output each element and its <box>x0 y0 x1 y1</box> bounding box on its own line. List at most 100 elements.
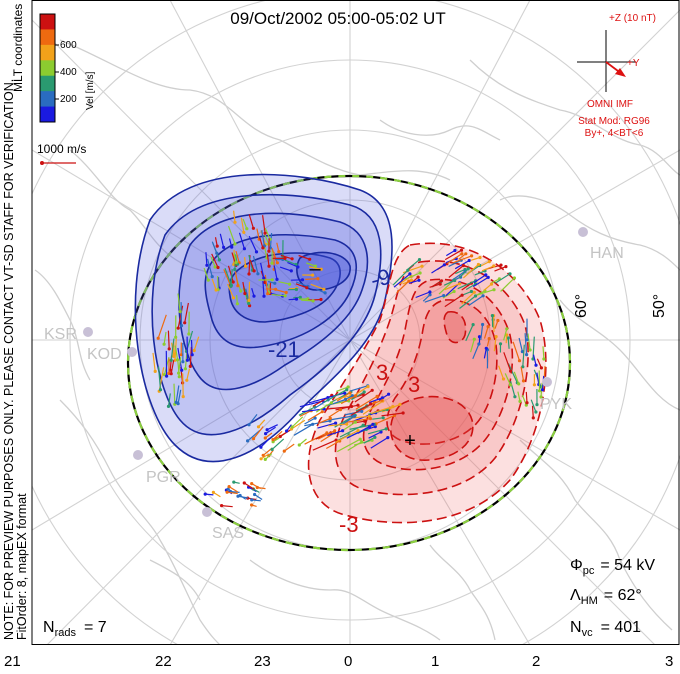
velocity-vector <box>473 274 487 284</box>
velocity-vector-origin <box>453 278 457 283</box>
velocity-vector-origin <box>297 443 301 447</box>
velocity-vector <box>301 299 314 302</box>
velocity-vector-origin <box>247 298 251 302</box>
velocity-vector-origin <box>438 282 442 286</box>
velocity-vector-origin <box>267 264 271 268</box>
velocity-vector-origin <box>358 437 362 441</box>
stats-panel: Φpc = 54 kV ΛHM = 62° Nvc = 401 Nrads = 7 <box>43 557 655 639</box>
colorbar-segment <box>40 14 55 30</box>
plot-frame <box>31 0 680 645</box>
velocity-vector-origin <box>353 394 357 398</box>
station-pgr: PGR <box>133 450 181 486</box>
velocity-vector <box>259 237 264 249</box>
velocity-vector-origin <box>508 383 512 387</box>
velocity-vector-origin <box>406 268 410 272</box>
velocity-vector <box>498 365 505 380</box>
velocity-vector-origin <box>233 220 237 224</box>
svg-text:1000 m/s: 1000 m/s <box>37 142 86 156</box>
map-title: 09/Oct/2002 05:00-05:02 UT <box>230 9 445 28</box>
velocity-vector <box>504 373 511 386</box>
mlt-label-21: 21 <box>4 653 21 670</box>
velocity-vector <box>291 419 306 430</box>
velocity-vector-origin <box>316 277 320 281</box>
velocity-vector-origin <box>528 348 532 352</box>
velocity-vector <box>256 228 260 240</box>
velocity-vector <box>193 336 200 351</box>
velocity-vector-origin <box>259 445 263 449</box>
velocity-vector <box>304 420 331 427</box>
velocity-vector <box>424 295 444 303</box>
station-kod: KOD <box>87 346 137 363</box>
velocity-vector-origin <box>486 325 490 329</box>
velocity-vector-origin <box>473 294 478 298</box>
velocity-vector <box>253 426 264 440</box>
stat-nvc: Nvc = 401 <box>570 619 641 639</box>
velocity-vector-origin <box>230 245 234 249</box>
velocity-vector <box>261 230 265 247</box>
colorbar-segment <box>40 60 55 77</box>
velocity-vector <box>182 373 184 397</box>
velocity-vector-origin <box>320 410 324 414</box>
velocity-vector-origin <box>494 335 498 339</box>
velocity-vector-origin <box>477 342 481 346</box>
velocity-vector-origin <box>250 503 254 507</box>
velocity-vector <box>527 333 531 351</box>
velocity-vector-origin <box>270 261 274 265</box>
colorbar-segment <box>40 44 55 61</box>
velocity-vector-origin <box>226 487 230 491</box>
velocity-vector <box>483 326 489 339</box>
velocity-vector-origin <box>458 282 462 286</box>
velocity-vector-origin <box>277 250 281 254</box>
velocity-vector <box>175 385 180 403</box>
velocity-vector <box>507 337 510 349</box>
colorbar-tick-200: 200 <box>60 94 77 105</box>
velocity-vector <box>327 430 343 437</box>
velocity-vector-origin <box>156 336 160 340</box>
velocity-vector-origin <box>158 388 163 392</box>
velocity-vector <box>173 383 176 405</box>
velocity-vector <box>271 247 278 264</box>
velocity-vector-origin <box>274 287 278 291</box>
potential-max-marker: + <box>404 430 416 452</box>
velocity-vector-origin <box>509 369 513 373</box>
velocity-vector <box>317 422 336 429</box>
velocity-vector <box>474 270 486 276</box>
velocity-vector-origin <box>489 282 494 286</box>
velocity-vector <box>326 398 346 407</box>
velocity-vector-origin <box>267 249 271 253</box>
velocity-vector-origin <box>174 400 178 404</box>
velocity-vector-origin <box>328 416 332 420</box>
velocity-vector-origin <box>360 440 364 444</box>
velocity-vector <box>376 414 395 425</box>
velocity-vector <box>350 415 370 419</box>
velocity-vector-origin <box>343 397 348 401</box>
mlt-label-3: 3 <box>665 653 673 670</box>
velocity-vector-origin <box>508 272 512 276</box>
velocity-vector-origin <box>407 279 411 283</box>
velocity-vector-origin <box>290 257 294 261</box>
velocity-vector <box>190 339 193 355</box>
velocity-vector <box>247 429 261 442</box>
negative-potential-cell <box>134 173 393 463</box>
velocity-vector <box>490 278 500 284</box>
velocity-vector-origin <box>484 273 488 277</box>
velocity-vector <box>507 363 518 384</box>
mlt-label-22: 22 <box>155 653 172 670</box>
velocity-vector-origin <box>187 332 191 336</box>
velocity-vector <box>238 232 245 249</box>
velocity-vector <box>248 414 258 426</box>
velocity-vector <box>152 352 156 372</box>
velocity-vector-origin <box>229 284 233 288</box>
velocity-vector-origin <box>362 390 366 394</box>
velocity-vector <box>451 270 466 281</box>
velocity-vector-origin <box>535 403 539 407</box>
velocity-vector <box>227 283 235 299</box>
velocity-vector <box>495 273 511 284</box>
velocity-vector <box>260 262 265 279</box>
velocity-vector-origin <box>273 281 277 285</box>
contour-label-neg2: -21 <box>268 337 300 362</box>
coords-note: MLT coordinates <box>11 4 25 92</box>
velocity-vector <box>444 249 462 261</box>
velocity-vector-origin <box>517 359 522 363</box>
